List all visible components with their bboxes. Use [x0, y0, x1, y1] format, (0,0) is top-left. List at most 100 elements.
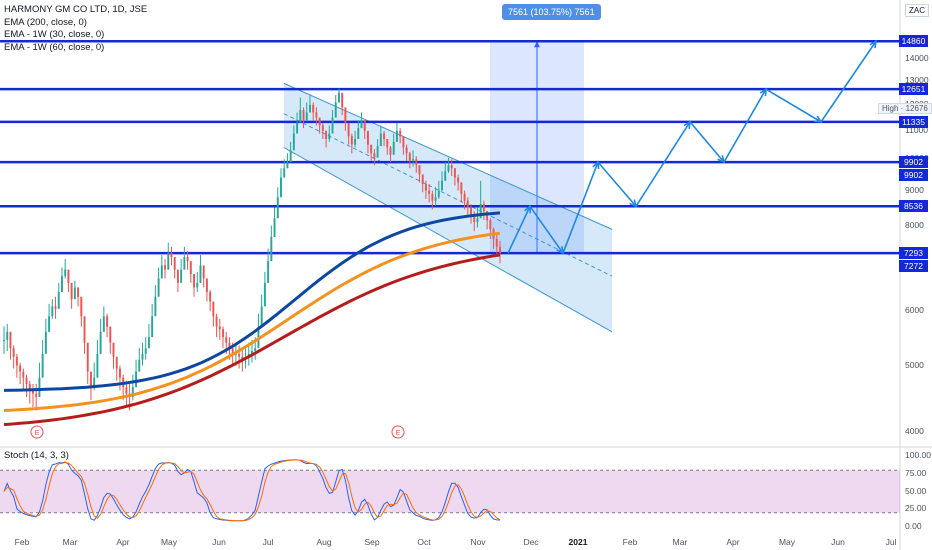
candle-body	[270, 237, 273, 262]
candle-body	[347, 122, 350, 137]
candle-body	[267, 261, 270, 283]
candle-body	[83, 316, 86, 343]
projection-arrowhead	[717, 155, 726, 164]
candle-body	[453, 168, 456, 178]
candle-body	[238, 353, 241, 357]
candle-body	[470, 207, 472, 215]
channel-mid	[283, 113, 613, 277]
candle-body	[160, 265, 163, 279]
candle-body	[209, 292, 212, 302]
level-label-14860: 14860	[899, 35, 928, 48]
candle-body	[61, 276, 63, 293]
candle-body	[280, 177, 282, 198]
ema-60w-line	[3, 211, 501, 392]
candle-body	[234, 353, 237, 355]
time-tick: Jun	[212, 537, 226, 547]
time-tick: 2021	[568, 537, 588, 547]
chart-title[interactable]: HARMONY GM CO LTD, 1D, JSE	[4, 4, 148, 15]
oscillator-tick: 50.00	[905, 485, 927, 496]
ema-30w-legend[interactable]: EMA - 1W (30, close, 0)	[4, 29, 105, 40]
candle-body	[147, 337, 150, 349]
candle-body	[389, 147, 392, 155]
candle-body	[70, 282, 73, 300]
ema-200-legend[interactable]: EMA (200, close, 0)	[4, 16, 87, 28]
candle-body	[205, 278, 208, 293]
price-tick: 14000	[905, 53, 929, 63]
time-tick: Apr	[116, 537, 130, 547]
earnings-marker-text: E	[35, 430, 40, 437]
candle-body	[350, 136, 353, 145]
time-tick: Mar	[62, 537, 78, 547]
candle-body	[383, 133, 386, 140]
candle-body	[135, 371, 138, 388]
candle-body	[173, 256, 176, 270]
stoch-k-line	[3, 459, 501, 522]
candle-body	[450, 165, 453, 169]
candle-body	[176, 269, 179, 283]
candle-body	[286, 162, 289, 169]
candle-body	[35, 393, 38, 397]
candle-body	[299, 109, 302, 123]
oscillator-tick: 0.00	[905, 521, 922, 531]
candle-body	[334, 102, 337, 118]
candle-body	[186, 256, 189, 262]
candle-body	[196, 282, 199, 288]
candle-body	[6, 331, 9, 340]
time-tick: Oct	[417, 537, 431, 547]
candle-body	[193, 274, 195, 288]
price-tick: 13000	[905, 75, 929, 86]
candle-body	[392, 141, 395, 155]
candle-body	[131, 387, 134, 397]
candle-body	[109, 326, 112, 343]
price-pane-bg	[0, 0, 900, 446]
level-label-9902: 9902	[899, 156, 928, 169]
candle-body	[180, 269, 183, 283]
candle-body	[292, 133, 295, 151]
level-label-11335: 11335	[899, 115, 928, 128]
candle-body	[357, 128, 360, 140]
stochastic-pane[interactable]	[0, 459, 900, 522]
earnings-marker	[30, 425, 44, 439]
ema-60w-legend[interactable]: EMA - 1W (60, close, 0)	[4, 41, 105, 53]
oscillator-tick: 100.00	[905, 450, 931, 460]
candle-body	[437, 190, 440, 198]
time-tick: Aug	[316, 537, 332, 547]
candle-body	[460, 182, 463, 194]
candle-body	[415, 159, 418, 166]
candle-body	[212, 301, 215, 317]
candle-body	[386, 139, 389, 148]
candle-body	[318, 117, 321, 126]
candle-body	[379, 133, 382, 147]
candle-body	[418, 165, 421, 175]
candle-body	[115, 356, 118, 369]
projection-arrowhead	[556, 246, 565, 255]
candle-body	[54, 306, 57, 309]
price-tick: 9000	[905, 184, 924, 195]
candle-body	[125, 387, 128, 394]
candle-body	[373, 153, 376, 158]
candle-body	[402, 136, 405, 148]
candle-body	[222, 329, 224, 338]
time-axis[interactable]: Feb Mar Apr May Jun Jul Aug Sep Oct Nov Dec 2021 Feb…	[0, 536, 900, 550]
currency-badge[interactable]: ZAC	[905, 4, 929, 17]
time-tick: Nov	[470, 537, 486, 547]
candle-body	[38, 377, 41, 397]
projection-arrowhead	[524, 204, 531, 214]
level-label-7293: 7293	[899, 247, 928, 260]
candle-body	[305, 112, 308, 121]
candle-body	[466, 200, 469, 208]
projection-arrowhead	[813, 115, 823, 123]
candle-body	[408, 153, 411, 161]
candle-body	[157, 278, 160, 297]
time-tick: May	[160, 537, 178, 547]
candle-body	[218, 326, 221, 330]
time-tick: Feb	[14, 537, 30, 547]
price-tick: 5000	[905, 359, 924, 370]
candle-body	[170, 252, 173, 257]
candle-body	[106, 316, 109, 327]
stochastic-legend[interactable]: Stoch (14, 3, 3)	[4, 450, 69, 461]
price-tick: 11000	[905, 124, 929, 135]
candle-body	[354, 139, 357, 145]
